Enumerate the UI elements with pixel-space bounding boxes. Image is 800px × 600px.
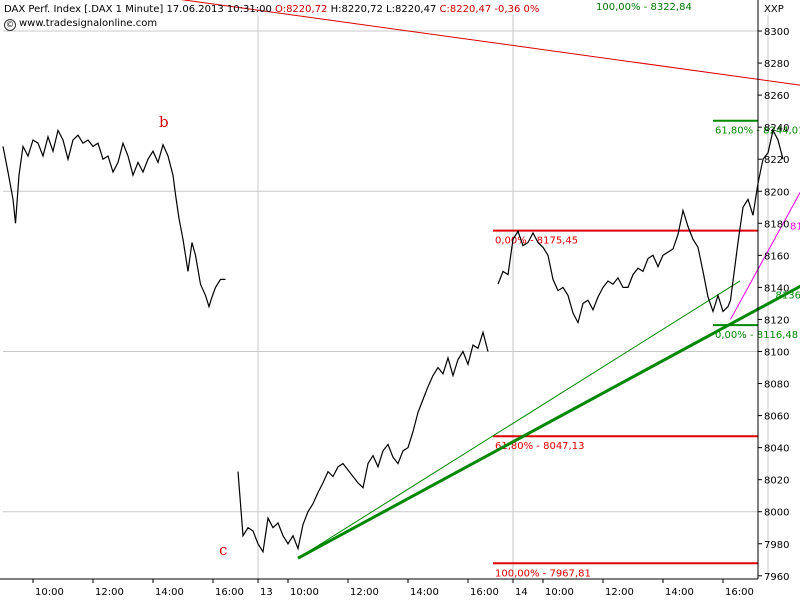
chart-annotation: b — [159, 113, 169, 131]
x-tick-label: 14:00 — [665, 587, 694, 598]
x-tick-label: 10:00 — [545, 587, 574, 598]
website-label: www.tradesignalonline.com — [19, 18, 158, 29]
y-tick-label: 8080 — [764, 380, 789, 391]
x-tick-label: 14:00 — [410, 587, 439, 598]
y-tick-label: 8040 — [764, 444, 789, 455]
trend-line — [297, 280, 741, 559]
x-tick-label: 14:00 — [155, 587, 184, 598]
x-tick-label: 13 — [260, 587, 273, 598]
y-tick-label: 7980 — [764, 540, 789, 551]
y-tick-label: 8280 — [764, 59, 789, 70]
y-tick-label: 8020 — [764, 476, 789, 487]
trend-line — [297, 284, 800, 560]
x-tick-label: 12:00 — [605, 587, 634, 598]
change-pct-value: 0% — [523, 4, 540, 15]
symbol-label: XXP — [764, 4, 784, 15]
x-tick-label: 14 — [515, 587, 528, 598]
x-tick-label: 16:00 — [725, 587, 754, 598]
fib-level-label: 100,00% - 7967,81 — [495, 568, 591, 579]
low-value: L:8220,47 — [386, 4, 437, 15]
price-line — [497, 128, 784, 325]
y-tick-label: 8140 — [764, 283, 789, 294]
change-value: -0,36 — [494, 4, 521, 15]
trend-line — [180, 0, 800, 86]
y-tick-label: 8000 — [764, 508, 789, 519]
x-tick-label: 16:00 — [470, 587, 499, 598]
y-tick-label: 8100 — [764, 347, 789, 358]
x-tick-label: 10:00 — [290, 587, 319, 598]
price-line — [2, 128, 226, 309]
fib-level-label: 0,00% - 8116,48 — [715, 330, 798, 341]
y-tick-label: 8260 — [764, 91, 789, 102]
high-value: H:8220,72 — [330, 4, 383, 15]
y-tick-label: 8180 — [764, 219, 789, 230]
chart-annotation: c — [219, 541, 227, 559]
chart-annotation: 8179,06 — [790, 222, 800, 233]
y-tick-label: 8200 — [764, 187, 789, 198]
fib-level-label: 0,00% - 8175,45 — [495, 236, 578, 247]
x-tick-label: 12:00 — [350, 587, 379, 598]
y-tick-label: 8240 — [764, 123, 789, 134]
grid — [3, 15, 769, 579]
chart-labels: bcII/Bc/y8179,068136,6 — [159, 113, 800, 559]
x-tick-label: 12:00 — [95, 587, 124, 598]
top-fib-label: 100,00% - 8322,84 — [596, 2, 692, 13]
website-row: © www.tradesignalonline.com — [4, 18, 157, 31]
price-series — [2, 128, 784, 554]
y-tick-label: 8120 — [764, 315, 789, 326]
datetime-label: 17.06.2013 10:31:00 — [166, 4, 272, 15]
open-value: O:8220,72 — [275, 4, 328, 15]
y-tick-label: 8220 — [764, 155, 789, 166]
copyright-icon: © — [4, 19, 16, 31]
x-tick-label: 16:00 — [215, 587, 244, 598]
chart-annotation: 8136,6 — [776, 291, 800, 302]
header-index: DAX Perf. Index [.DAX 1 Minute] 17.06.20… — [4, 4, 539, 16]
y-tick-label: 8060 — [764, 412, 789, 423]
x-tick-label: 10:00 — [35, 587, 64, 598]
index-label: DAX Perf. Index [.DAX 1 Minute] — [4, 4, 164, 15]
price-line — [237, 330, 489, 554]
close-value: C:8220,47 — [439, 4, 492, 15]
y-tick-label: 8300 — [764, 27, 789, 38]
y-tick-label: 7960 — [764, 572, 789, 583]
fib-level-label: 61,80% - 8047,13 — [495, 441, 584, 452]
y-tick-label: 8160 — [764, 251, 789, 262]
